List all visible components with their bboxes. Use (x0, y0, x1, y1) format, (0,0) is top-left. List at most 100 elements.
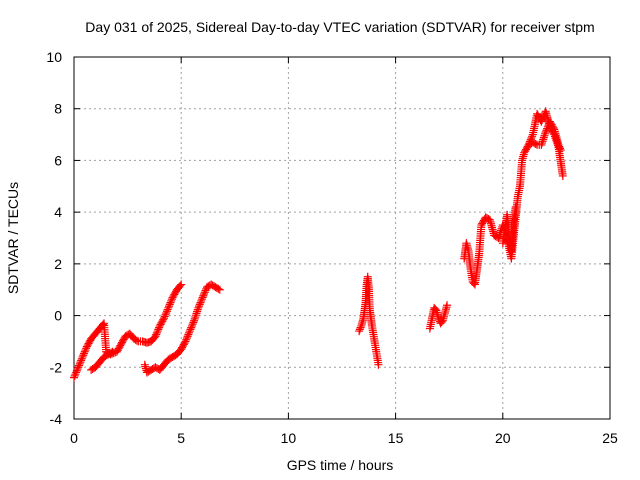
data-point (75, 361, 84, 370)
data-point (187, 321, 196, 330)
x-tick-label: 5 (177, 430, 185, 446)
x-tick-label: 15 (388, 430, 404, 446)
data-point (153, 327, 162, 336)
data-points (70, 107, 567, 382)
data-point (542, 126, 551, 135)
data-point (160, 314, 169, 323)
data-point (181, 337, 190, 346)
data-point (73, 365, 82, 374)
data-point (541, 129, 550, 138)
data-point (152, 330, 161, 339)
y-tick-label: 2 (54, 256, 62, 272)
x-tick-label: 10 (281, 430, 297, 446)
data-point (176, 281, 185, 290)
data-point (186, 325, 195, 334)
data-point (72, 366, 81, 375)
data-point (70, 371, 79, 380)
data-point (77, 354, 86, 363)
y-tick-label: 6 (54, 152, 62, 168)
data-point (167, 296, 176, 305)
data-point (80, 349, 89, 358)
data-point (190, 314, 199, 323)
data-point (78, 352, 87, 361)
data-point (543, 124, 552, 133)
data-point (74, 363, 83, 372)
data-point (191, 311, 200, 320)
data-point (199, 291, 208, 300)
data-point (214, 284, 223, 293)
data-point (185, 327, 194, 336)
data-point (70, 373, 78, 382)
data-point (72, 368, 81, 377)
data-point (161, 310, 170, 319)
data-point (511, 202, 520, 211)
x-tick-label: 20 (495, 430, 511, 446)
data-point (539, 135, 548, 144)
data-point (132, 336, 141, 345)
data-point (192, 309, 201, 318)
data-point (154, 325, 163, 334)
data-point (81, 346, 90, 355)
data-point (107, 348, 116, 357)
data-point (558, 171, 567, 180)
y-tick-label: 4 (54, 204, 62, 220)
data-point (531, 140, 540, 149)
data-point (185, 328, 194, 337)
x-tick-labels: 0 5 10 15 20 25 (70, 430, 618, 446)
data-point (180, 338, 189, 347)
data-point (71, 370, 80, 379)
data-point (76, 358, 85, 367)
data-point (538, 137, 547, 146)
data-point (554, 140, 563, 149)
data-point (198, 293, 207, 302)
data-point (162, 308, 171, 317)
y-tick-label: -2 (50, 359, 63, 375)
y-axis-label: SDTVAR / TECUs (5, 182, 21, 294)
data-point (374, 360, 383, 369)
data-point (528, 132, 537, 141)
data-point (539, 133, 548, 142)
data-point (189, 318, 198, 327)
data-point (555, 142, 564, 151)
data-point (75, 359, 84, 368)
data-point (164, 303, 173, 312)
data-point (443, 301, 452, 310)
data-point (165, 300, 174, 309)
data-point (540, 131, 549, 140)
data-point (355, 327, 364, 336)
data-point (184, 330, 193, 339)
x-axis-label: GPS time / hours (287, 457, 394, 473)
x-tick-label: 0 (70, 430, 78, 446)
data-point (152, 328, 161, 337)
data-point (80, 347, 89, 356)
data-point (201, 286, 210, 295)
data-point (79, 351, 88, 360)
data-point (191, 313, 200, 322)
data-point (163, 305, 172, 314)
data-point (537, 140, 546, 149)
data-point (182, 335, 191, 344)
data-point (195, 302, 204, 311)
y-tick-label: -4 (50, 411, 63, 427)
data-point (356, 323, 365, 332)
data-point (155, 323, 164, 332)
data-point (177, 280, 186, 289)
data-point (541, 127, 550, 136)
data-point (82, 344, 91, 353)
data-point (200, 290, 209, 299)
data-point (200, 288, 209, 297)
y-tick-labels: -4 -2 0 2 4 6 8 10 (46, 49, 62, 427)
y-tick-label: 8 (54, 101, 62, 117)
y-tick-label: 10 (46, 49, 62, 65)
data-point (197, 295, 206, 304)
data-point (190, 316, 199, 325)
data-point (151, 332, 160, 341)
data-point (556, 146, 565, 155)
data-point (549, 123, 558, 132)
data-point (196, 298, 205, 307)
data-point (166, 298, 175, 307)
y-tick-label: 0 (54, 308, 62, 324)
data-point (197, 296, 206, 305)
data-point (194, 303, 203, 312)
